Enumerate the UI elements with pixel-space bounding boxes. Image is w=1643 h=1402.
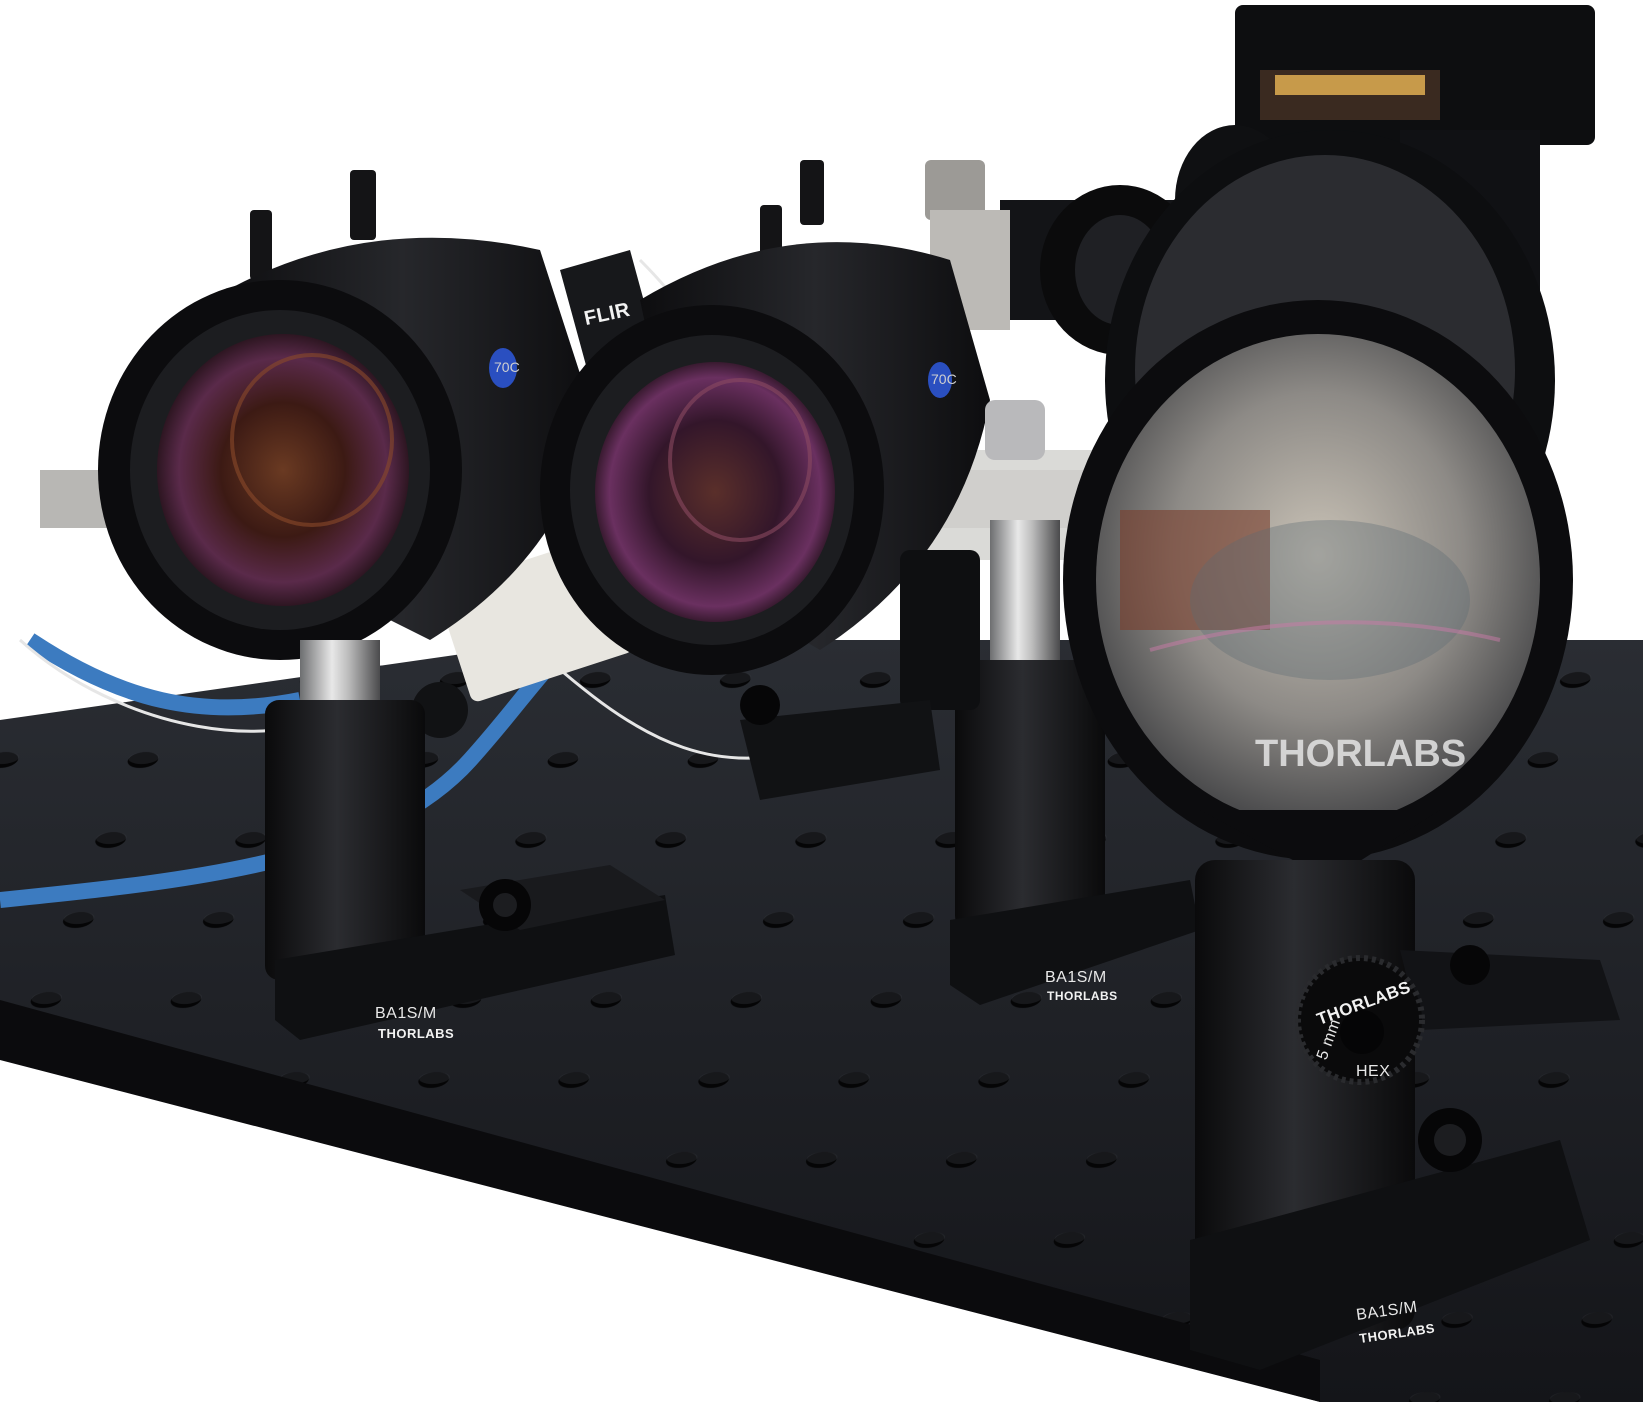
center-base-model: BA1S/M (1045, 969, 1107, 986)
knob-type: HEX (1356, 1063, 1390, 1080)
right-lens-brand: THORLABS (1255, 733, 1466, 775)
center-lens-badge: 70C (931, 371, 957, 387)
left-base-brand: THORLABS (378, 1026, 454, 1041)
rear-base-clamp (740, 685, 940, 800)
center-base-brand: THORLABS (1047, 989, 1118, 1003)
left-post-mount: BA1S/M THORLABS (265, 640, 675, 1041)
thorlabs-knob: THORLABS 5 mm HEX (1295, 955, 1425, 1085)
left-lens-badge: 70C (494, 359, 520, 375)
center-camera-lens: 70C (540, 160, 990, 675)
center-post-mount: BA1S/M THORLABS (900, 400, 1200, 1005)
left-base-model: BA1S/M (375, 1005, 437, 1022)
right-post-mount: THORLABS 5 mm HEX BA1S/M THORLABS (1190, 860, 1620, 1370)
right-lens-mount: THORLABS (1063, 130, 1573, 880)
left-camera-lens: 70C (98, 170, 595, 660)
